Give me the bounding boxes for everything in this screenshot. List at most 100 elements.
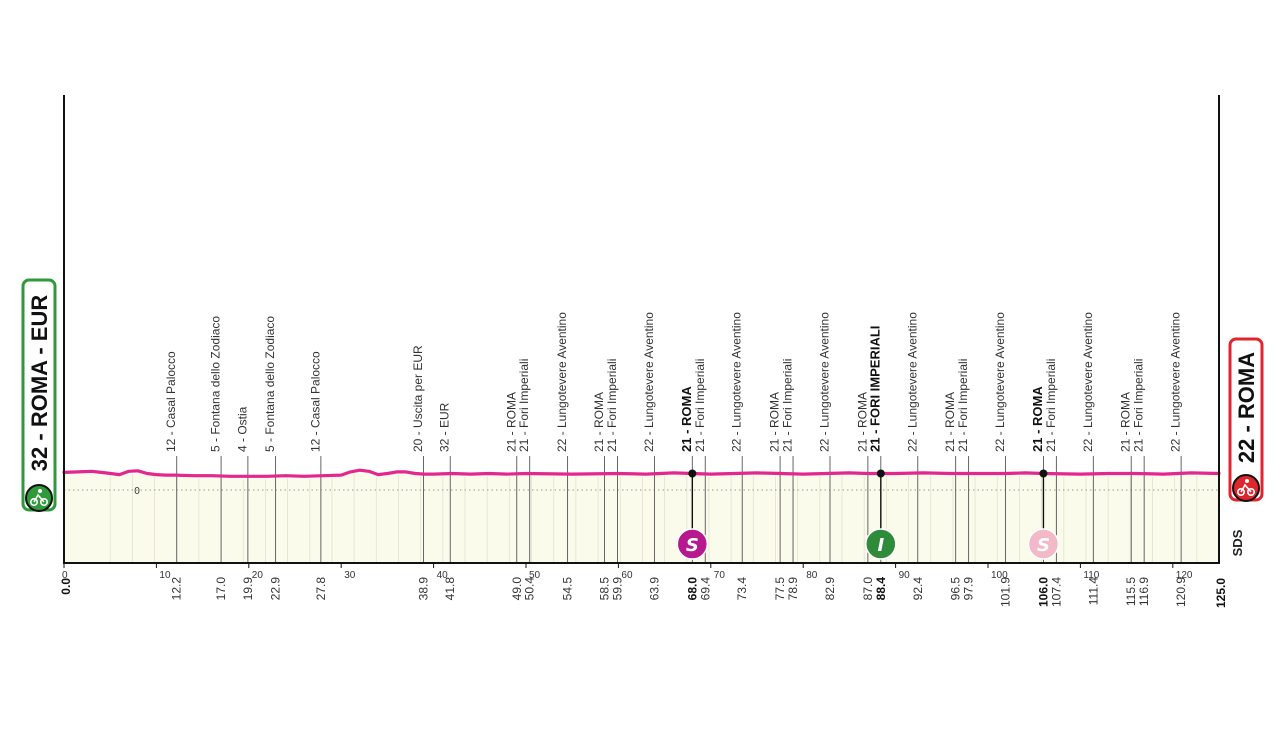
cyclist-wheel [1237,487,1246,496]
waypoint-km-label: 38.9 [416,577,430,601]
cyclist-wheel [29,497,38,506]
sprint-badge-letter: S [1037,535,1050,556]
axis-tick-label: 10 [159,570,171,581]
axis-tick-label: 60 [621,570,633,581]
waypoint-km-label: 107.4 [1049,577,1063,607]
waypoint-label: 21 - Fori Imperiali [1044,359,1058,452]
waypoint-label: 5 - Fontana dello Zodiaco [263,316,277,452]
waypoint-label: 21 - ROMA [1119,392,1133,452]
cyclist-wheel [39,497,48,506]
waypoint-label: 21 - Fori Imperiali [781,359,795,452]
cyclist-head [38,489,42,493]
waypoint-km-label: 58.5 [598,577,612,601]
waypoint-km-label: 63.9 [647,577,661,601]
waypoint-km-label: 106.0 [1036,577,1050,607]
waypoint-km-label: 92.4 [911,577,925,601]
waypoint-labels-group: 12 - Casal Palocco 5 - Fontana dello Zodi… [164,312,1182,452]
axis-tick-label: 0 [62,570,68,581]
waypoint-km-label: 73.4 [735,577,749,601]
waypoint-label: 22 - Lungotevere Aventino [730,312,744,452]
sprint-profile-dot [688,469,697,478]
intermediate-sprint-icon: I [865,528,897,560]
waypoint-km-label: 59.9 [610,577,624,601]
sprint-badge-circle [676,528,709,560]
waypoint-label: 12 - Casal Palocco [308,351,322,452]
waypoint-km-label: 54.5 [561,577,575,601]
axis-tick-label: 70 [714,570,726,581]
finish-label: 22 - ROMA [1234,352,1259,463]
finish-km-label: 125.0 [1214,578,1228,608]
waypoint-label: 21 - ROMA [592,392,606,452]
finish-icon-circle [1232,474,1260,502]
sprint-badge-letter: I [877,535,884,556]
start-badge: 32 - ROMA - EUR [21,278,57,512]
endpoints-group: 32 - ROMA - EUR 22 - ROMA SDS [21,278,1264,556]
waypoint-km-label: 22.9 [269,577,283,601]
waypoint-km-label: 120.9 [1174,577,1188,607]
waypoint-km-label: 17.0 [214,577,228,601]
waypoint-km-label: 87.0 [861,577,875,601]
axis-tick-label: 50 [529,570,541,581]
axis-tick-label: 110 [1083,570,1099,581]
waypoint-km-label: 49.0 [510,577,524,601]
waypoint-km-label: 96.5 [949,577,963,601]
waypoint-label: 21 - ROMA [768,392,782,452]
waypoint-label: 20 - Uscita per EUR [411,345,425,452]
waypoint-label: 32 - EUR [438,402,452,452]
axis-tick-label: 90 [899,570,911,581]
waypoint-label: 22 - Lungotevere Aventino [1169,312,1183,452]
sprint-badge-circle [865,528,897,560]
waypoint-label: 21 - Fori Imperiali [517,359,531,452]
waypoint-km-label: 68.0 [685,577,699,601]
cyclist-wheel [1247,487,1256,496]
altitude-zero-label: 0 [134,486,140,497]
waypoint-km-label: 50.4 [523,577,537,601]
waypoint-label: 21 - ROMA [1030,386,1045,452]
finish-badge: 22 - ROMA [1228,337,1264,502]
waypoint-label: 5 - Fontana dello Zodiaco [209,316,223,452]
waypoint-label: 4 - Ostia [235,406,249,452]
waypoint-label: 12 - Casal Palocco [164,351,178,452]
axis-tick-label: 80 [806,570,818,581]
waypoint-km-label: 116.9 [1137,577,1151,606]
axis-tick-label: 100 [991,570,1008,581]
waypoint-label: 21 - Fori Imperiali [605,359,619,452]
waypoint-label: 22 - Lungotevere Aventino [905,312,919,452]
waypoint-label: 21 - ROMA [855,392,869,452]
axis-tick-label: 120 [1176,570,1193,581]
brand-label: SDS [1230,529,1245,556]
sprint-profile-dot [1039,469,1048,478]
distance-axis-group: 0 10 20 30 40 50 60 70 80 90 100 110 120 [62,95,1220,581]
waypoint-km-label: 19.9 [241,577,255,601]
sprint-profile-dot [876,469,885,478]
sprint-badge-circle [1027,528,1060,560]
cyclist-frame [33,493,45,503]
profile-area-group: 0 [64,470,1219,563]
waypoint-km-label: 12.2 [170,577,184,601]
bonus-sprint-icon: S [1027,528,1060,560]
waypoint-km-label: 97.9 [962,577,976,601]
cyclist-frame [1240,483,1252,493]
start-label: 32 - ROMA - EUR [27,295,52,472]
start-icon-circle [25,484,53,512]
waypoint-label: 21 - Fori Imperiali [956,359,970,452]
sprint-badge-letter: S [686,535,699,556]
waypoint-label: 21 - Fori Imperiali [1132,359,1146,452]
axis-tick-label: 40 [437,570,449,581]
waypoint-km-label: 77.5 [773,577,787,601]
waypoint-label: 21 - ROMA [504,392,518,452]
waypoint-km-label: 41.8 [443,577,457,601]
waypoint-km-label: 82.9 [823,577,837,601]
finish-flag-icon [1232,474,1260,502]
start-km-label: 0.0 [59,578,73,595]
waypoint-km-label: 115.5 [1124,577,1138,606]
waypoint-label: 21 - ROMA [943,392,957,452]
profile-area [64,470,1219,563]
waypoint-km-label: 27.8 [314,577,328,601]
waypoint-km-label: 111.4 [1086,577,1100,606]
waypoint-label: 22 - Lungotevere Aventino [1081,312,1095,452]
profile-line [62,468,1221,478]
waypoint-label: 21 - Fori Imperiali [693,359,707,452]
